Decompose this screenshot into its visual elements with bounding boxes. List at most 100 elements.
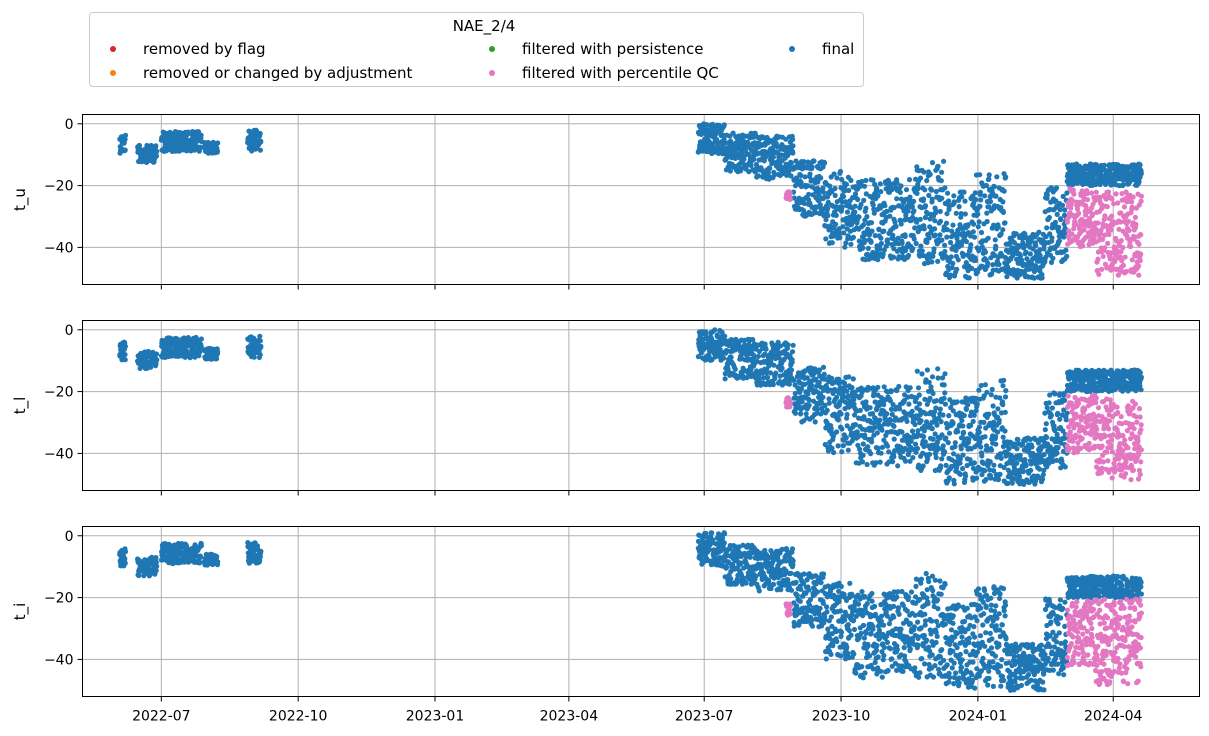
- data-point-percentile-qc: [1118, 249, 1124, 255]
- data-point-final: [734, 151, 740, 157]
- data-point-final: [930, 253, 936, 259]
- data-point-final: [993, 193, 999, 199]
- data-point-final: [991, 184, 997, 190]
- data-point-final: [938, 419, 944, 425]
- panel-t_l: 0−20−40t_l: [11, 320, 1200, 496]
- data-point-final: [856, 214, 862, 220]
- data-point-percentile-qc: [1130, 194, 1136, 200]
- data-point-final: [1047, 231, 1053, 237]
- data-point-final: [861, 183, 868, 189]
- data-point-final: [907, 194, 913, 200]
- data-point-final: [122, 132, 129, 138]
- data-point-percentile-qc: [1089, 190, 1095, 196]
- data-point-percentile-qc: [1138, 459, 1144, 465]
- data-point-final: [896, 383, 902, 390]
- data-point-final: [960, 251, 967, 257]
- data-point-final: [950, 408, 956, 414]
- data-point-final: [969, 265, 975, 271]
- data-point-final: [870, 411, 876, 417]
- data-point-percentile-qc: [1100, 459, 1106, 465]
- data-point-final: [834, 175, 840, 181]
- data-point-final: [941, 395, 947, 401]
- data-point-final: [1061, 407, 1067, 413]
- data-point-percentile-qc: [1123, 268, 1129, 275]
- data-point-final: [955, 257, 961, 263]
- data-point-final: [929, 259, 935, 265]
- data-point-final: [968, 242, 974, 248]
- data-point-final: [1055, 445, 1061, 451]
- data-point-final: [997, 395, 1003, 401]
- data-point-percentile-qc: [1129, 257, 1135, 263]
- data-point-final: [831, 171, 837, 177]
- data-point-final: [820, 364, 827, 370]
- data-point-percentile-qc: [1120, 433, 1126, 439]
- data-point-final: [837, 168, 844, 175]
- data-point-final: [877, 459, 883, 465]
- data-point-final: [937, 406, 943, 412]
- data-point-final: [839, 204, 845, 210]
- data-point-final: [844, 423, 850, 429]
- data-point-final: [979, 472, 985, 478]
- data-point-final: [915, 186, 921, 192]
- data-point-final: [942, 242, 948, 248]
- data-point-percentile-qc: [1108, 227, 1114, 233]
- data-point-final: [944, 211, 950, 217]
- data-point-final: [886, 449, 892, 455]
- data-point-final: [801, 159, 807, 165]
- data-point-final: [840, 443, 846, 449]
- data-point-percentile-qc: [1102, 232, 1108, 238]
- data-point-final: [1050, 458, 1056, 464]
- data-point-percentile-qc: [1118, 414, 1124, 420]
- data-point-final: [1137, 370, 1143, 376]
- data-point-percentile-qc: [1132, 401, 1138, 407]
- panel-t_u: 0−20−40t_u: [11, 114, 1200, 290]
- data-point-final: [871, 210, 877, 216]
- data-point-percentile-qc: [1077, 445, 1084, 452]
- data-point-final: [840, 193, 847, 200]
- data-point-percentile-qc: [1089, 211, 1096, 217]
- data-point-final: [1043, 254, 1049, 260]
- data-point-final: [748, 162, 754, 168]
- data-point-final: [899, 429, 905, 435]
- data-point-final: [1130, 374, 1137, 380]
- data-point-final: [813, 210, 819, 216]
- data-point-final: [911, 208, 917, 214]
- data-point-final: [868, 220, 875, 226]
- data-point-final: [1040, 472, 1046, 478]
- data-point-final: [1000, 227, 1006, 233]
- data-point-final: [790, 136, 796, 143]
- data-point-final: [730, 130, 736, 136]
- data-point-final: [765, 374, 771, 381]
- y-tick-label: 0: [65, 117, 74, 133]
- data-point-final: [788, 160, 794, 166]
- data-point-final: [803, 411, 809, 417]
- legend-label: removed by flag: [143, 40, 266, 58]
- data-point-final: [816, 367, 823, 373]
- data-point-final: [922, 214, 929, 221]
- data-point-percentile-qc: [1081, 196, 1087, 202]
- data-point-final: [1049, 405, 1055, 411]
- data-point-percentile-qc: [1129, 199, 1135, 205]
- data-point-final: [930, 390, 936, 397]
- data-point-percentile-qc: [1136, 467, 1142, 473]
- data-point-final: [879, 427, 885, 433]
- data-point-percentile-qc: [1094, 227, 1100, 233]
- data-point-final: [877, 417, 883, 423]
- data-point-final: [1011, 476, 1017, 482]
- data-point-final: [919, 248, 925, 254]
- data-point-percentile-qc: [1067, 429, 1073, 435]
- data-point-final: [996, 417, 1002, 423]
- data-point-percentile-qc: [1115, 272, 1122, 278]
- data-point-final: [153, 153, 160, 159]
- data-point-percentile-qc: [1123, 459, 1129, 465]
- data-point-percentile-qc: [1083, 205, 1089, 211]
- data-point-final: [864, 461, 870, 468]
- data-point-final: [753, 147, 759, 153]
- data-point-final: [860, 441, 866, 447]
- data-point-final: [974, 401, 980, 407]
- data-point-final: [762, 351, 768, 357]
- data-point-final: [998, 451, 1004, 457]
- legend-marker: [489, 70, 495, 76]
- data-point-final: [1055, 410, 1061, 416]
